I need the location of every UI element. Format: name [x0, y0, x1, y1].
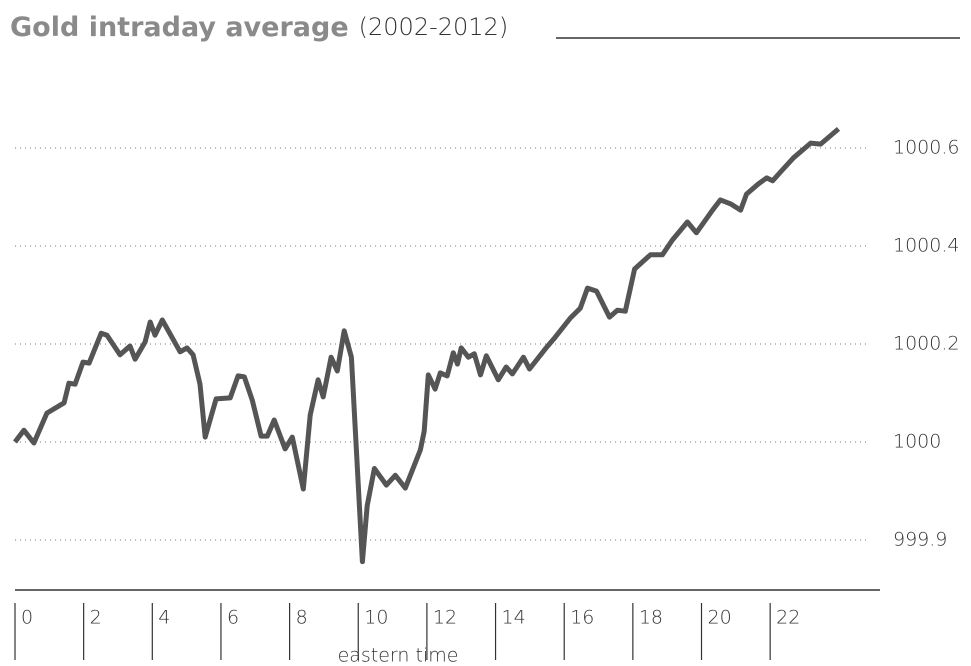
- x-axis-label: eastern time: [338, 645, 459, 666]
- x-tick-label: 8: [296, 607, 308, 629]
- y-tick-label: 1000.2: [893, 333, 959, 355]
- x-tick-label: 22: [776, 607, 800, 629]
- subtitle: (2002-2012): [359, 13, 509, 41]
- x-tick-label: 16: [570, 607, 594, 629]
- chart-title: Gold intraday average (2002-2012): [10, 12, 508, 43]
- y-tick-label: 1000: [893, 431, 941, 453]
- x-tick-label: 0: [21, 607, 33, 629]
- x-tick-label: 12: [433, 607, 457, 629]
- y-tick-label: 999.9: [893, 529, 947, 551]
- y-tick-label: 1000.4: [893, 235, 959, 257]
- x-tick-label: 20: [708, 607, 732, 629]
- x-tick-label: 6: [227, 607, 239, 629]
- y-tick-label: 1000.6: [893, 137, 959, 159]
- title: Gold intraday average: [10, 12, 349, 43]
- x-tick-label: 14: [502, 607, 526, 629]
- x-tick-label: 10: [364, 607, 388, 629]
- x-tick-label: 4: [158, 607, 170, 629]
- x-tick-label: 18: [639, 607, 663, 629]
- data-line: [13, 126, 841, 565]
- x-tick-label: 2: [90, 607, 102, 629]
